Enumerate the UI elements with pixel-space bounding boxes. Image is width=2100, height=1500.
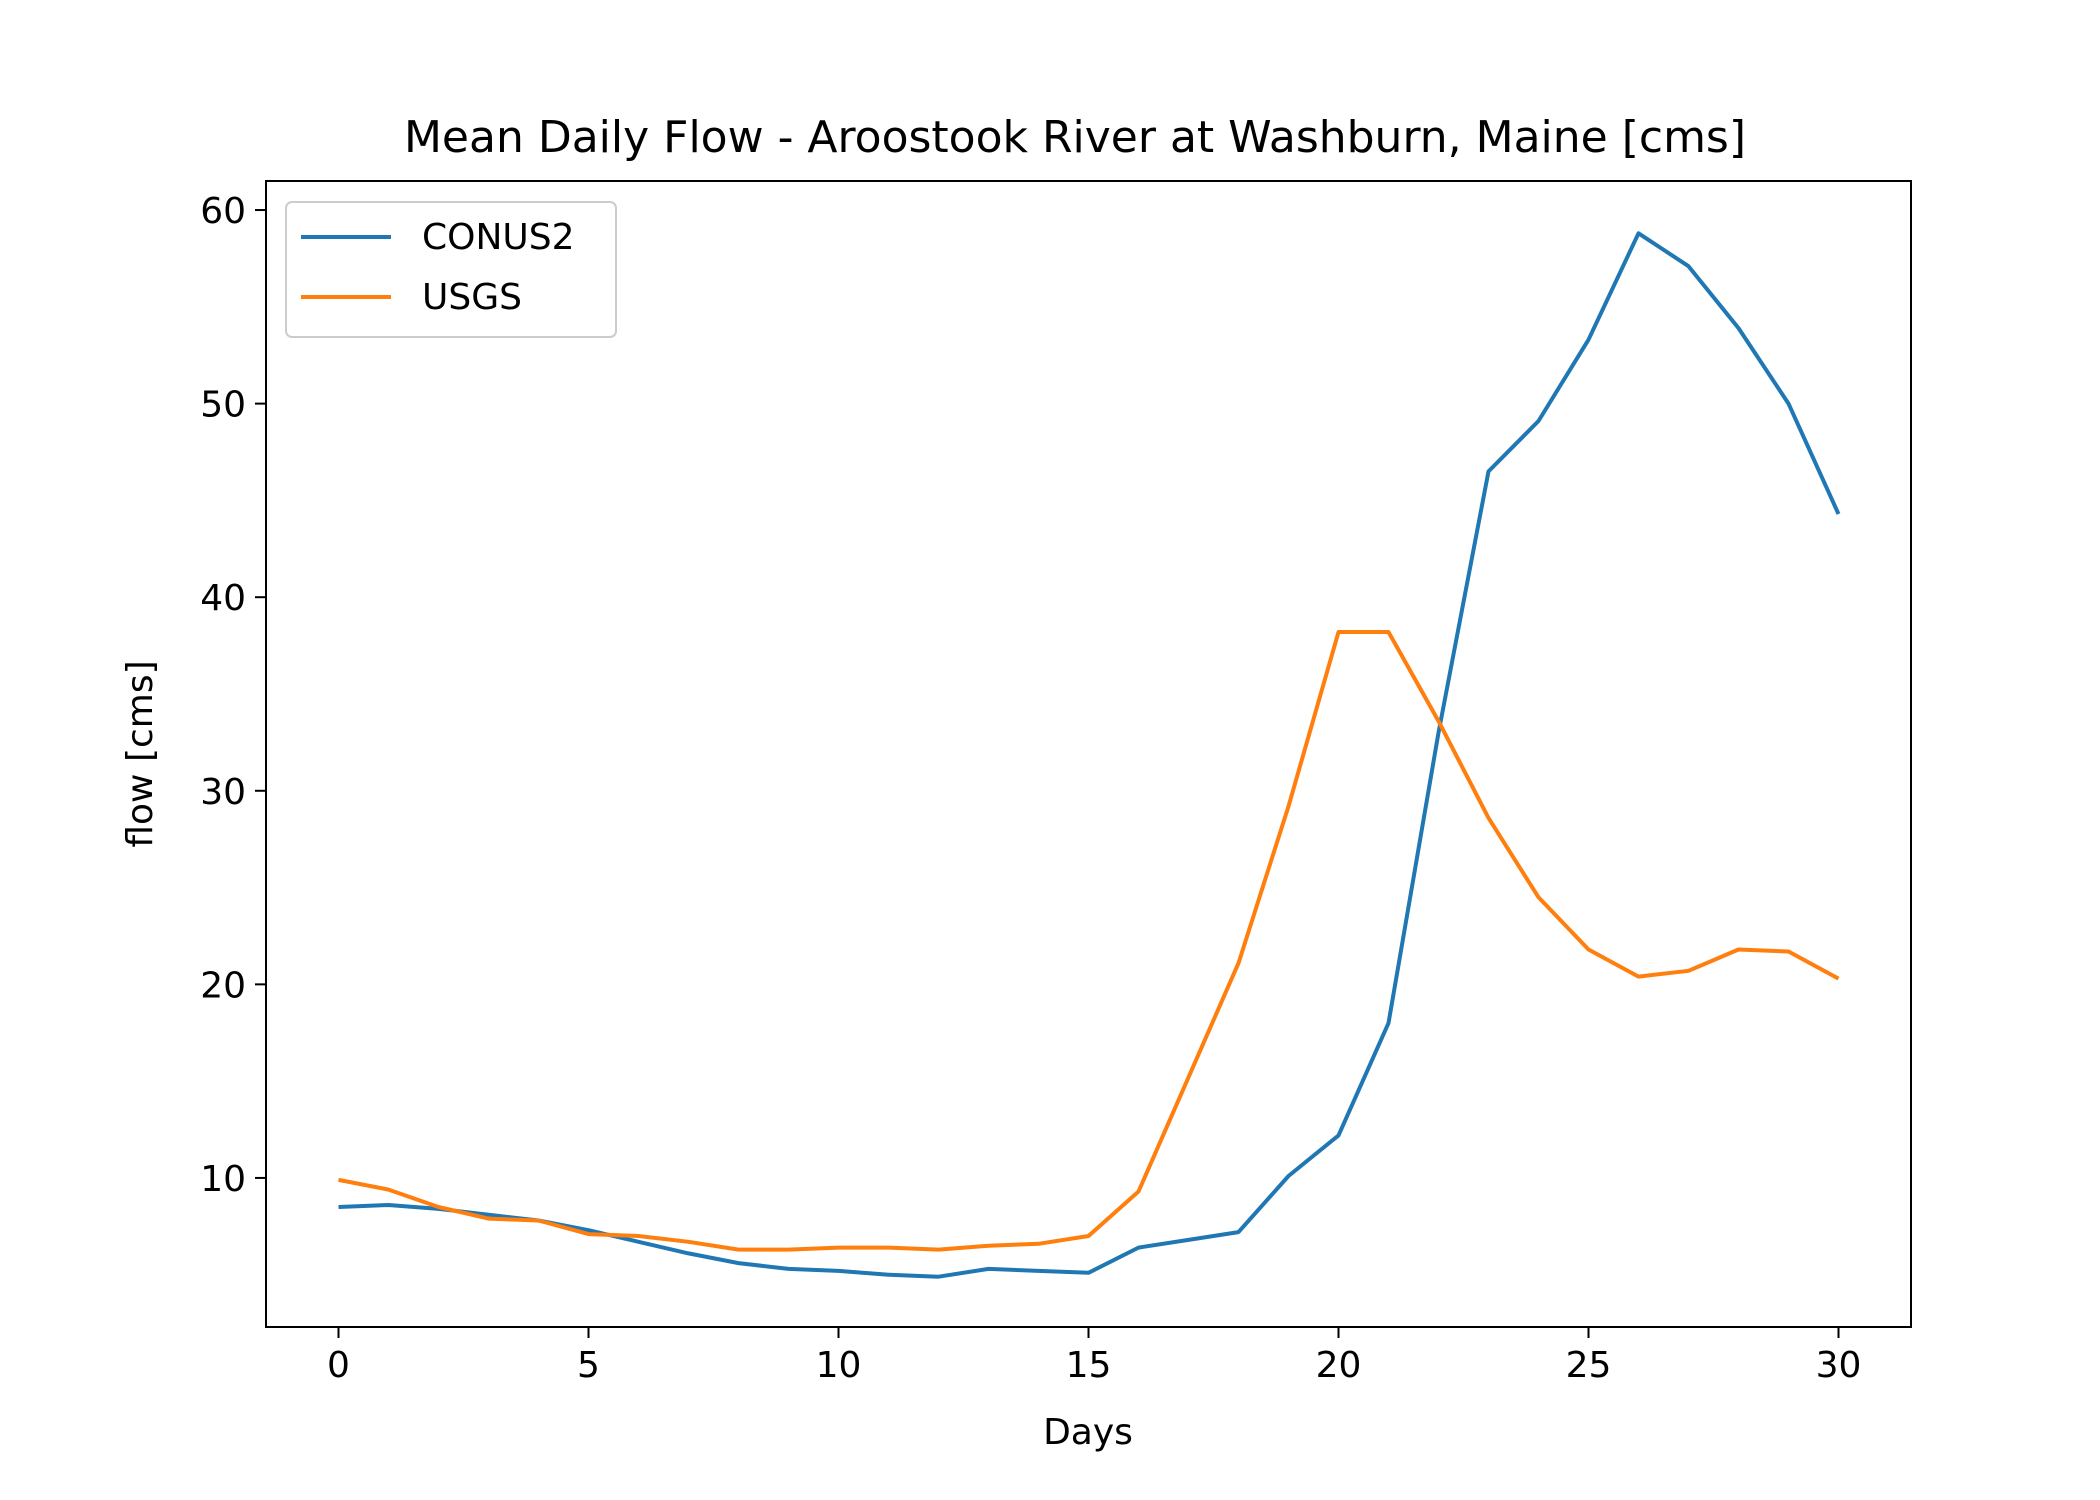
legend-label-usgs: USGS: [422, 277, 522, 318]
y-tick-label: 10: [200, 1159, 246, 1200]
x-tick-label: 20: [1316, 1345, 1362, 1386]
y-axis: 10 20 30 40 50 60: [200, 191, 266, 1200]
x-axis: 0 5 10 15 20 25 30: [327, 1327, 1861, 1386]
series-layer: [338, 231, 1841, 1279]
legend-label-conus2: CONUS2: [422, 217, 575, 258]
x-tick-label: 15: [1066, 1345, 1112, 1386]
y-tick-label: 40: [200, 578, 246, 619]
y-axis-label: flow [cms]: [120, 660, 161, 847]
legend: CONUS2 USGS: [285, 201, 617, 338]
y-tick-label: 30: [200, 772, 246, 813]
x-axis-label: Days: [1043, 1412, 1133, 1453]
x-tick-label: 30: [1816, 1345, 1862, 1386]
series-line-conus2: [338, 231, 1841, 1279]
chart-title: Mean Daily Flow - Aroostook River at Was…: [404, 112, 1746, 163]
series-line-usgs: [338, 630, 1840, 1252]
x-tick-label: 5: [577, 1345, 600, 1386]
y-tick-label: 50: [200, 385, 246, 426]
x-tick-label: 0: [327, 1345, 350, 1386]
x-tick-label: 25: [1566, 1345, 1612, 1386]
y-tick-label: 20: [200, 965, 246, 1006]
y-tick-label: 60: [200, 191, 246, 232]
x-tick-label: 10: [816, 1345, 862, 1386]
